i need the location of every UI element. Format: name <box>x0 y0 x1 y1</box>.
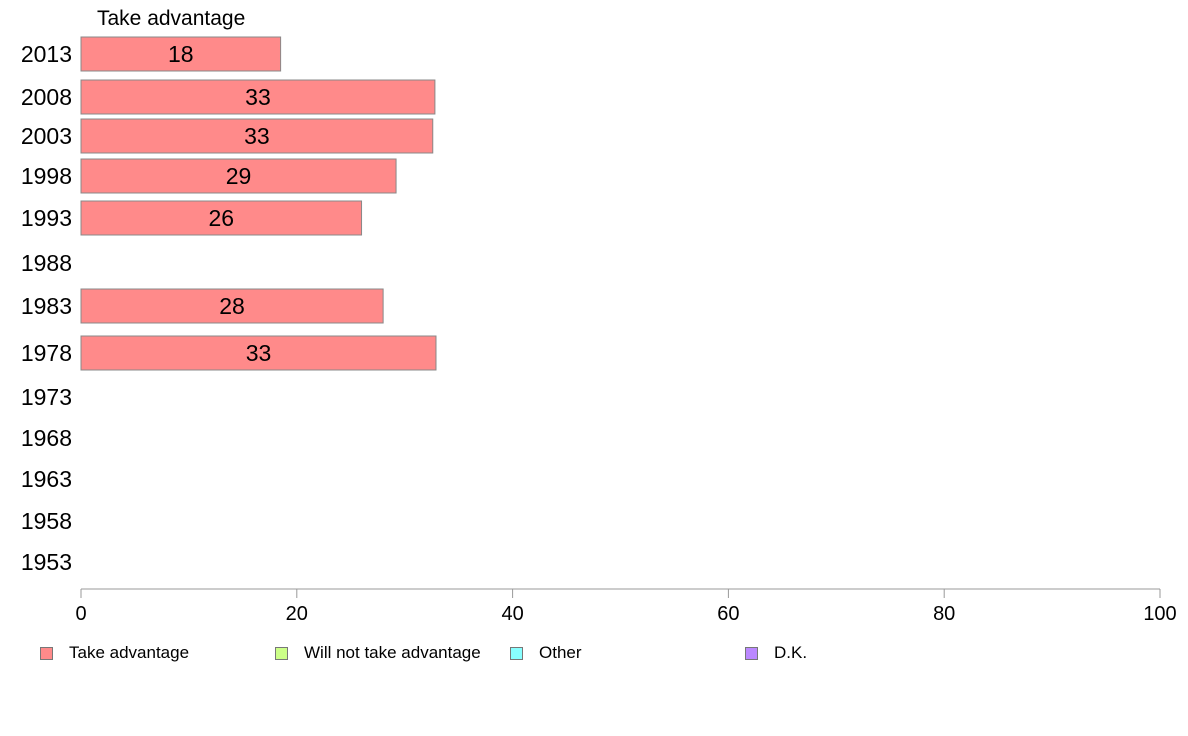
x-tick-label: 100 <box>1143 603 1176 625</box>
bar <box>80 79 436 115</box>
category-label: 2013 <box>21 41 72 67</box>
legend-label: Take advantage <box>69 643 190 662</box>
category-label: 1968 <box>21 425 72 451</box>
legend: Take advantage Will not take advantage O… <box>0 643 1188 665</box>
x-tick-label: 20 <box>286 603 308 625</box>
category-label: 2008 <box>21 84 72 110</box>
legend-swatch <box>745 646 758 660</box>
category-label: 1993 <box>21 205 72 231</box>
category-label: 1958 <box>21 508 72 534</box>
legend-item-other: Other <box>510 643 582 663</box>
category-label: 1953 <box>21 549 72 575</box>
legend-swatch <box>275 646 288 660</box>
legend-item-dk: D.K. <box>745 643 807 663</box>
category-label: 1988 <box>21 250 72 276</box>
bar-value-label: 28 <box>219 293 245 319</box>
x-tick-label: 40 <box>501 603 523 625</box>
bar <box>80 288 384 324</box>
legend-label: Other <box>539 643 582 662</box>
category-label: 2003 <box>21 123 72 149</box>
bar-value-label: 33 <box>246 340 272 366</box>
category-label: 1983 <box>21 293 72 319</box>
legend-item-will-not-take-advantage: Will not take advantage <box>275 643 481 663</box>
category-label: 1978 <box>21 340 72 366</box>
x-axis-ticks: 0 20 40 60 80 100 <box>75 589 1177 625</box>
bar <box>80 200 363 236</box>
bar <box>80 118 434 154</box>
bar <box>80 36 282 72</box>
legend-label: Will not take advantage <box>304 643 481 662</box>
legend-swatch <box>510 646 523 660</box>
bar-value-label: 26 <box>208 205 234 231</box>
x-tick-label: 60 <box>717 603 739 625</box>
series-header: Take advantage <box>97 7 246 30</box>
x-tick-label: 0 <box>75 603 86 625</box>
bar <box>80 335 437 371</box>
category-label: 1963 <box>21 466 72 492</box>
bar <box>80 158 397 194</box>
bar-value-label: 29 <box>226 163 252 189</box>
category-label: 1998 <box>21 163 72 189</box>
x-tick-label: 80 <box>933 603 955 625</box>
legend-swatch <box>40 646 53 660</box>
legend-label: D.K. <box>774 643 808 662</box>
bar-value-label: 33 <box>244 123 270 149</box>
category-labels: 2013 2008 2003 1998 1993 1988 1983 1978 1973 1968… <box>21 41 72 575</box>
legend-item-take-advantage: Take advantage <box>40 643 189 663</box>
bar-value-label: 18 <box>168 41 194 67</box>
category-label: 1973 <box>21 384 72 410</box>
bar-value-label: 33 <box>245 84 271 110</box>
